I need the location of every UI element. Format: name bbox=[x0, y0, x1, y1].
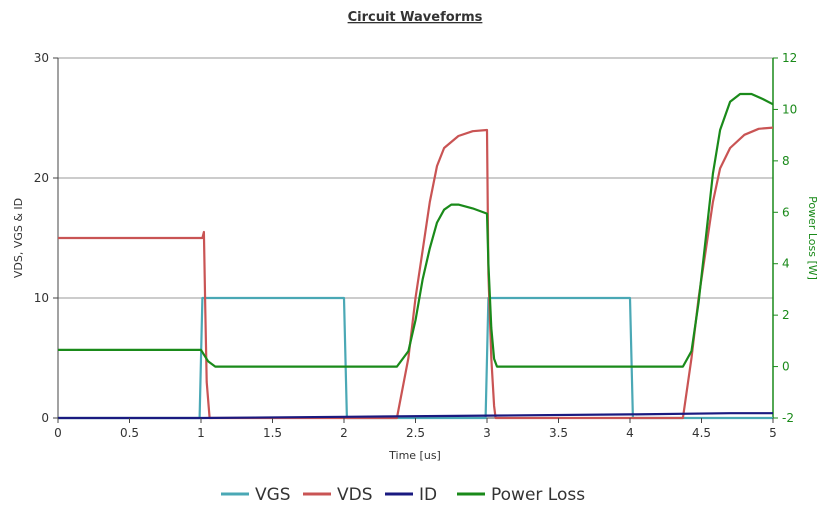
x-tick-label: 1 bbox=[197, 426, 205, 440]
x-tick-label: 0.5 bbox=[120, 426, 139, 440]
y2-tick-label: 8 bbox=[782, 154, 790, 168]
x-tick-label: 5 bbox=[769, 426, 777, 440]
legend-label-vds: VDS bbox=[337, 485, 373, 505]
grid-lines bbox=[58, 57, 773, 299]
x-tick-label: 3 bbox=[483, 426, 491, 440]
x-tick-label: 4 bbox=[626, 426, 634, 440]
y2-tick-label: 0 bbox=[782, 360, 790, 374]
legend-label-power-loss: Power Loss bbox=[491, 485, 585, 505]
y2-axis-label: Power Loss [W] bbox=[806, 196, 819, 280]
x-tick-label: 2.5 bbox=[406, 426, 425, 440]
y2-tick-label: 6 bbox=[782, 205, 790, 219]
y-axis-label: VDS, VGS & ID bbox=[12, 198, 25, 278]
x-tick-label: 2 bbox=[340, 426, 348, 440]
ticks-layer: 0 0.5 1 1.5 2 2.5 3 3.5 4 4.5 5 0 10 20 30 -2 0 2 4 6 8 10 12 bbox=[34, 51, 798, 440]
x-tick-label: 0 bbox=[54, 426, 62, 440]
y-tick-label: 30 bbox=[34, 51, 49, 65]
legend-label-vgs: VGS bbox=[255, 485, 291, 505]
y2-tick-label: -2 bbox=[782, 411, 794, 425]
y-tick-label: 10 bbox=[34, 291, 49, 305]
series-line-vds bbox=[58, 126, 774, 420]
x-tick-label: 4.5 bbox=[692, 426, 711, 440]
legend[interactable]: VGS VDS ID Power Loss bbox=[221, 485, 585, 505]
x-tick-label: 3.5 bbox=[549, 426, 568, 440]
y-tick-label: 20 bbox=[34, 171, 49, 185]
x-tick-label: 1.5 bbox=[263, 426, 282, 440]
y2-tick-label: 12 bbox=[782, 51, 797, 65]
y2-tick-label: 2 bbox=[782, 308, 790, 322]
series-layer bbox=[58, 92, 774, 420]
series-line-vgs bbox=[58, 296, 773, 420]
y-tick-label: 0 bbox=[41, 411, 49, 425]
legend-label-id: ID bbox=[419, 485, 437, 505]
y2-tick-label: 10 bbox=[782, 102, 797, 116]
series-line-power-loss bbox=[58, 92, 774, 368]
x-axis-label: Time [us] bbox=[388, 449, 441, 462]
chart-title: Circuit Waveforms bbox=[348, 10, 483, 25]
y2-tick-label: 4 bbox=[782, 257, 790, 271]
